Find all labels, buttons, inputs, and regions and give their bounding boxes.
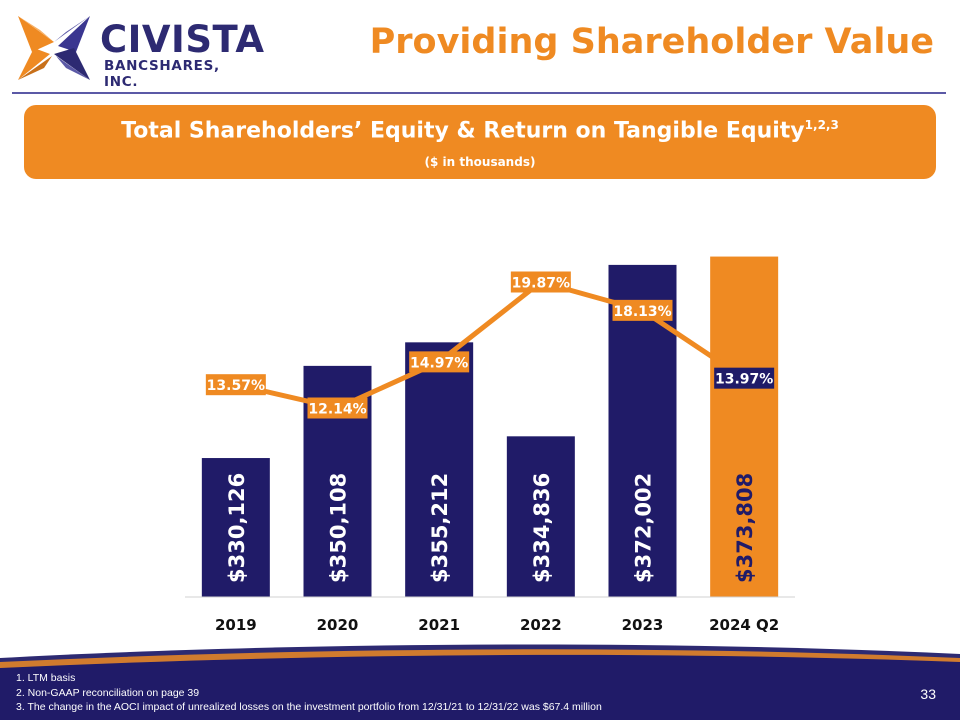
rote-point-label: 18.13% xyxy=(613,304,671,320)
rote-point-box xyxy=(510,271,571,293)
page-number: 33 xyxy=(920,686,936,702)
banner-title-superscript: 1,2,3 xyxy=(804,118,839,132)
rote-point-box xyxy=(205,374,266,396)
logo-name: CIVISTA xyxy=(100,18,265,61)
equity-rote-chart: $330,126 $350,108 $355,212 $334,836 $372,002… xyxy=(185,256,795,634)
equity-bar-label: $330,126 xyxy=(225,473,249,583)
rote-point-label: 12.14% xyxy=(308,402,366,418)
rote-point-box xyxy=(612,299,673,321)
chart-banner: Total Shareholders’ Equity & Return on T… xyxy=(24,105,936,179)
x-tick-label: 2022 xyxy=(520,616,562,634)
footnote-3: 3. The change in the AOCI impact of unre… xyxy=(16,701,602,713)
civista-logo: CIVISTA BANCSHARES, INC. xyxy=(14,12,264,90)
slide-title: Providing Shareholder Value xyxy=(369,22,934,62)
footnote-1: 1. LTM basis xyxy=(16,672,76,684)
banner-subtitle: ($ in thousands) xyxy=(424,155,536,169)
rote-point-label: 19.87% xyxy=(512,276,570,292)
footnotes: 1. LTM basis 2. Non-GAAP reconciliation … xyxy=(16,671,602,715)
equity-bar xyxy=(405,342,474,597)
x-tick-label: 2021 xyxy=(418,616,460,634)
rote-point-box xyxy=(714,367,775,389)
banner-title: Total Shareholders’ Equity & Return on T… xyxy=(24,118,936,143)
x-tick-label: 2020 xyxy=(317,616,359,634)
star-logo-icon xyxy=(18,16,90,80)
banner-title-text: Total Shareholders’ Equity & Return on T… xyxy=(121,118,805,144)
rote-point-label: 13.57% xyxy=(207,378,265,394)
x-tick-label: 2024 Q2 xyxy=(709,616,779,634)
footnote-2: 2. Non-GAAP reconciliation on page 39 xyxy=(16,686,200,699)
equity-bar xyxy=(201,458,270,597)
header-divider xyxy=(12,92,946,94)
equity-bar-label: $355,212 xyxy=(428,473,452,583)
equity-bar-label: $372,002 xyxy=(632,473,656,583)
rote-point-box xyxy=(307,397,368,419)
rote-point-label: 14.97% xyxy=(410,355,468,371)
rote-point-box xyxy=(409,351,470,373)
equity-bar-label: $350,108 xyxy=(327,473,351,583)
equity-bar xyxy=(710,256,779,597)
footer-band xyxy=(0,644,960,720)
equity-bar-label: $373,808 xyxy=(733,473,757,583)
equity-bar-label: $334,836 xyxy=(530,473,554,583)
rote-point-label: 13.97% xyxy=(715,372,773,388)
equity-bar xyxy=(506,436,575,597)
x-tick-label: 2023 xyxy=(622,616,664,634)
x-tick-label: 2019 xyxy=(215,616,257,634)
logo-subtitle: BANCSHARES, INC. xyxy=(104,58,220,90)
